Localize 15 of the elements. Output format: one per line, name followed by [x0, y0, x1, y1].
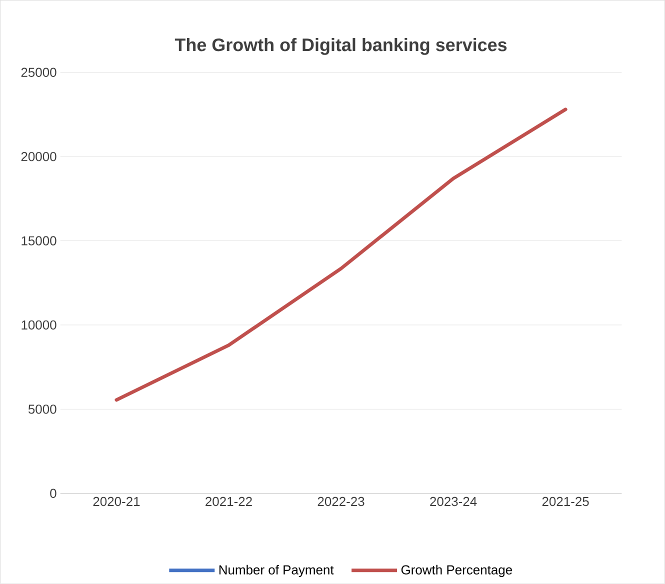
y-tick-label: 15000	[22, 236, 56, 246]
chart-title: The Growth of Digital banking services	[174, 38, 507, 55]
y-tick-label: 10000	[22, 320, 56, 330]
y-tick-label: 20000	[21, 152, 56, 162]
y-tick-label: 5000	[28, 404, 56, 414]
legend-label: Number of Payment	[219, 565, 334, 578]
y-tick-label: 25000	[21, 68, 56, 78]
x-tick-label: 2021-25	[542, 497, 589, 506]
x-tick-label: 2020-21	[93, 497, 140, 506]
legend-label: Growth Percentage	[401, 565, 512, 578]
x-tick-label: 2023-24	[430, 497, 477, 506]
line-series	[114, 108, 568, 402]
y-tick-label: 0	[50, 488, 56, 498]
x-tick-label: 2021-22	[206, 497, 252, 506]
x-tick-label: 2022-23	[318, 497, 364, 506]
